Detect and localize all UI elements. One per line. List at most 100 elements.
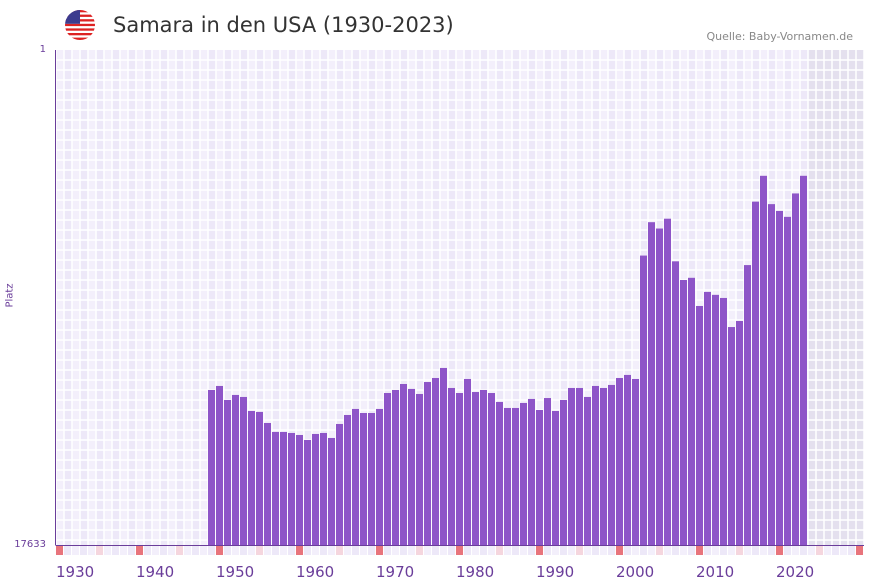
year-marker [200,546,207,555]
bar-1995 [576,387,583,545]
y-tick-bottom: 17633 [14,539,46,550]
year-marker [664,546,671,555]
bar-2008 [680,280,687,545]
year-marker [584,546,591,555]
year-marker [96,546,103,555]
grid-column [88,50,96,545]
grid-column [232,50,240,545]
year-marker [808,546,815,555]
year-marker [840,546,847,555]
grid-column [208,50,216,545]
year-marker [160,546,167,555]
grid-column [624,50,632,545]
year-marker [520,546,527,555]
grid-column [176,50,184,545]
year-marker [376,546,383,555]
year-marker [272,546,279,555]
bar-1964 [328,437,335,545]
grid-column [352,50,360,545]
grid-column [632,50,640,545]
year-marker [112,546,119,555]
year-marker [688,546,695,555]
bar-1979 [448,387,455,545]
year-marker [472,546,479,555]
bar-2015 [736,320,743,545]
year-marker [448,546,455,555]
year-marker [72,546,79,555]
bar-1953 [240,396,247,545]
grid-column [56,50,64,545]
year-marker [128,546,135,555]
year-marker [792,546,799,555]
bar-1984 [488,393,495,545]
bar-1980 [456,393,463,545]
bar-1968 [360,412,367,545]
bar-1959 [288,432,295,545]
grid-column [192,50,200,545]
year-marker [88,546,95,555]
grid-column [216,50,224,545]
grid-column [696,50,704,545]
bar-1965 [336,423,343,545]
year-marker [432,546,439,555]
bar-1950 [216,385,223,545]
grid-column [616,50,624,545]
bar-1986 [504,407,511,545]
bar-2014 [728,327,735,545]
year-marker [64,546,71,555]
bar-1951 [224,399,231,545]
year-marker [136,546,143,555]
bar-2007 [672,261,679,545]
grid-column [264,50,272,545]
year-marker [528,546,535,555]
x-tick-1990: 1990 [536,563,574,581]
year-marker [184,546,191,555]
bar-1969 [368,412,375,545]
year-marker [368,546,375,555]
x-tick-1930: 1930 [56,563,94,581]
grid-column [808,50,816,545]
bar-1981 [464,378,471,545]
year-marker [632,546,639,555]
year-marker [248,546,255,555]
bar-2009 [688,277,695,545]
grid-column [224,50,232,545]
source-link[interactable]: Quelle: Baby-Vornamen.de [706,30,853,43]
grid-column [576,50,584,545]
year-marker [600,546,607,555]
grid-column [456,50,464,545]
grid-column [80,50,88,545]
bar-1971 [384,393,391,545]
bar-2023 [800,175,807,545]
year-marker [704,546,711,555]
year-marker [504,546,511,555]
bar-1949 [208,389,215,545]
grid-column [472,50,480,545]
grid-column [584,50,592,545]
grid-column [856,50,864,545]
bar-1989 [528,398,535,545]
grid-column [160,50,168,545]
bar-2019 [768,204,775,546]
grid-column [120,50,128,545]
grid-column [64,50,72,545]
year-marker [712,546,719,555]
year-marker [408,546,415,555]
grid-column [240,50,248,545]
year-marker [168,546,175,555]
year-marker [608,546,615,555]
grid-column [536,50,544,545]
bar-1957 [272,431,279,545]
bar-1963 [320,432,327,545]
bar-2003 [640,255,647,545]
year-marker [400,546,407,555]
year-marker [536,546,543,555]
x-tick-2010: 2010 [696,563,734,581]
grid-column [728,50,736,545]
year-marker [496,546,503,555]
bar-2001 [624,374,631,545]
bar-2004 [648,222,655,545]
grid-column [392,50,400,545]
bar-2005 [656,228,663,546]
year-marker [656,546,663,555]
